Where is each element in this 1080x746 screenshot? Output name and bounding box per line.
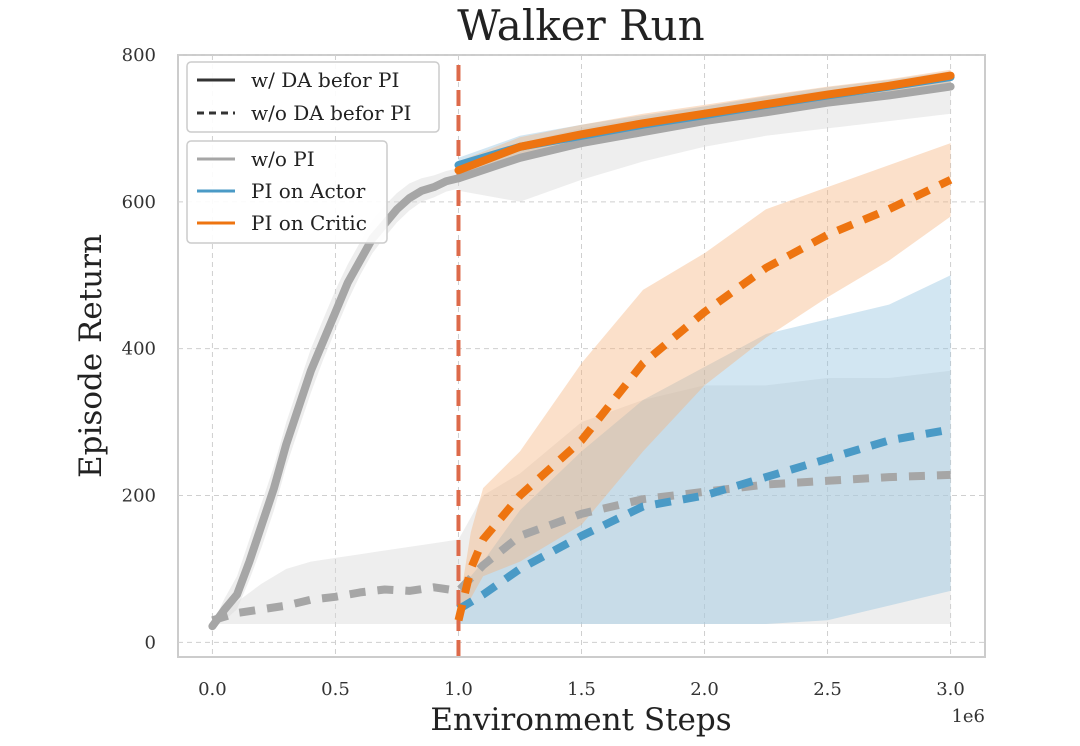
band-wo_pi-solid	[458, 77, 951, 202]
y-tick-label: 800	[122, 45, 156, 66]
x-tick-label: 0.0	[198, 679, 227, 700]
series-line-wo_pi-dashed	[211, 470, 951, 625]
series-line-wo_pi-solid	[208, 174, 463, 631]
legend-pi-critic-label: PI on Critic	[251, 211, 367, 235]
legend-wo-pi-label: w/o PI	[251, 147, 315, 171]
band-pi_critic-dashed	[458, 143, 951, 624]
legend-style: w/ DA befor PI w/o DA befor PI	[186, 61, 440, 133]
chart-title: Walker Run	[457, 1, 704, 50]
x-tick-label: 2.5	[813, 679, 842, 700]
legend-methods: w/o PI PI on Actor PI on Critic	[186, 140, 388, 244]
band-wo_pi-dashed	[212, 370, 951, 624]
legend-pi-actor-label: PI on Actor	[251, 179, 366, 203]
tick-labels: 0.0 0.5 1.0 1.5 2.0 2.5 3.0 0 200 400 600 800	[122, 45, 965, 700]
x-tick-label: 3.0	[936, 679, 965, 700]
legend-solid-label: w/ DA befor PI	[251, 68, 399, 92]
y-tick-label: 0	[145, 632, 156, 653]
x-tick-label: 2.0	[690, 679, 719, 700]
series-line-pi_critic-solid	[454, 71, 955, 175]
legend-methods-box	[186, 140, 388, 244]
x-tick-label: 1.5	[567, 679, 596, 700]
legend-style-box	[186, 61, 440, 133]
x-axis-label: Environment Steps	[430, 702, 731, 738]
y-tick-label: 400	[122, 339, 156, 360]
y-tick-label: 600	[122, 192, 156, 213]
series-line-pi_actor-dashed	[456, 425, 952, 613]
x-scale-label: 1e6	[951, 706, 985, 727]
y-tick-label: 200	[122, 485, 156, 506]
series-line-pi_critic-dashed	[454, 176, 953, 622]
x-tick-label: 0.5	[321, 679, 350, 700]
band-wo_pi-solid	[212, 168, 459, 628]
legend-dashed-label: w/o DA befor PI	[251, 101, 411, 125]
y-axis-label: Episode Return	[73, 234, 109, 478]
series-line-wo_pi-solid	[454, 82, 955, 183]
x-tick-label: 1.0	[444, 679, 473, 700]
series-lines	[208, 71, 955, 631]
